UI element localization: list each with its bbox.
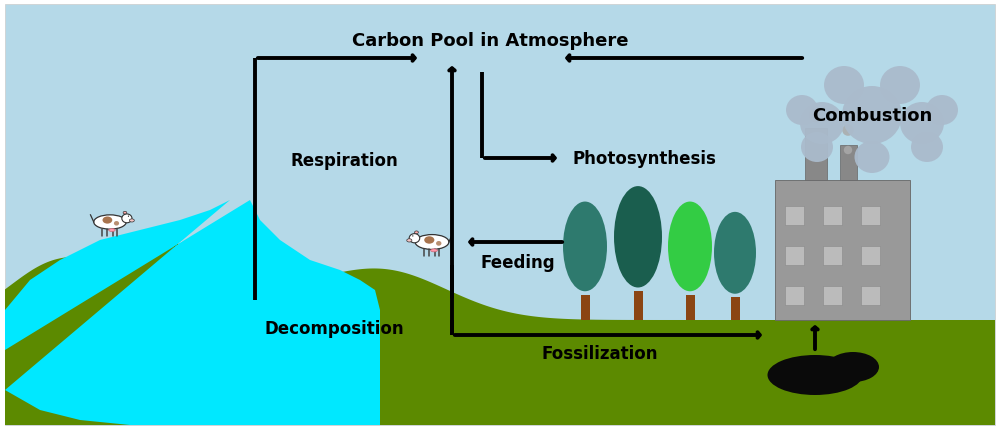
Ellipse shape <box>436 241 441 246</box>
Ellipse shape <box>415 235 449 250</box>
Polygon shape <box>5 320 995 425</box>
Text: Combustion: Combustion <box>812 107 932 125</box>
Polygon shape <box>5 244 995 425</box>
Polygon shape <box>823 246 842 265</box>
Ellipse shape <box>926 96 958 126</box>
Text: Carbon Pool in Atmosphere: Carbon Pool in Atmosphere <box>352 32 628 50</box>
Ellipse shape <box>122 215 132 223</box>
Ellipse shape <box>842 125 854 136</box>
Ellipse shape <box>412 236 413 237</box>
Ellipse shape <box>880 67 920 105</box>
Ellipse shape <box>407 239 412 243</box>
Polygon shape <box>840 146 857 181</box>
Polygon shape <box>805 129 827 181</box>
Polygon shape <box>785 206 804 225</box>
Polygon shape <box>861 246 880 265</box>
Ellipse shape <box>409 234 420 243</box>
Polygon shape <box>785 246 804 265</box>
Polygon shape <box>730 297 740 320</box>
Ellipse shape <box>668 202 712 292</box>
Ellipse shape <box>768 355 862 395</box>
Ellipse shape <box>563 202 607 292</box>
Ellipse shape <box>824 67 864 105</box>
Polygon shape <box>785 286 804 305</box>
Ellipse shape <box>431 249 437 252</box>
Polygon shape <box>5 5 995 425</box>
Polygon shape <box>823 206 842 225</box>
Ellipse shape <box>827 352 879 382</box>
Text: Photosynthesis: Photosynthesis <box>572 150 716 168</box>
Ellipse shape <box>614 187 662 288</box>
Ellipse shape <box>844 147 852 155</box>
Polygon shape <box>5 200 380 425</box>
Polygon shape <box>823 286 842 305</box>
Ellipse shape <box>129 219 134 222</box>
Text: Feeding: Feeding <box>480 253 555 271</box>
Ellipse shape <box>800 103 844 144</box>
Ellipse shape <box>801 133 833 163</box>
Ellipse shape <box>714 212 756 294</box>
Polygon shape <box>580 295 590 320</box>
Ellipse shape <box>415 231 418 234</box>
Ellipse shape <box>109 229 115 232</box>
Ellipse shape <box>911 133 943 163</box>
Ellipse shape <box>94 215 126 230</box>
Ellipse shape <box>103 217 112 224</box>
Ellipse shape <box>786 96 818 126</box>
Ellipse shape <box>900 103 944 144</box>
Ellipse shape <box>854 141 890 174</box>
Ellipse shape <box>114 221 119 226</box>
Text: Fossilization: Fossilization <box>542 344 658 362</box>
Polygon shape <box>686 295 694 320</box>
Polygon shape <box>861 286 880 305</box>
Text: Respiration: Respiration <box>290 152 398 169</box>
Polygon shape <box>775 181 910 320</box>
Text: Decomposition: Decomposition <box>265 319 405 337</box>
Ellipse shape <box>128 216 129 217</box>
Polygon shape <box>634 292 642 320</box>
Ellipse shape <box>842 87 902 144</box>
Ellipse shape <box>123 212 127 215</box>
Ellipse shape <box>808 108 824 123</box>
Ellipse shape <box>424 237 434 244</box>
Polygon shape <box>861 206 880 225</box>
